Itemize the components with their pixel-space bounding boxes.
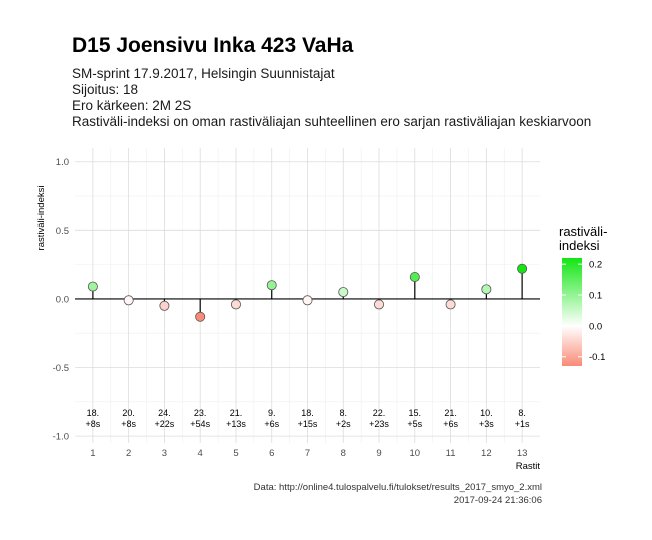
x-axis-title: Rastit: [516, 461, 541, 472]
y-tick-label: 1.0: [56, 157, 69, 168]
y-axis-title: rastiväli-indeksi: [36, 186, 47, 251]
y-tick-label: 0.0: [56, 294, 69, 305]
legend-title: rastiväli-indeksi: [559, 225, 629, 253]
point-label-time: +22s: [155, 419, 175, 429]
lollipop-point: [123, 295, 134, 306]
x-tick-label: 10: [410, 448, 421, 459]
x-tick-label: 12: [481, 448, 492, 459]
point-label-time: +1s: [515, 419, 530, 429]
lollipop-point: [87, 281, 98, 292]
subtitle-description: Rastiväli-indeksi on oman rastiväliajan …: [72, 114, 592, 129]
x-tick-label: 11: [446, 448, 456, 459]
point-label-time: +6s: [443, 419, 458, 429]
legend-tick-label: 0.2: [589, 260, 602, 271]
point-label-time: +2s: [336, 419, 351, 429]
x-tick-label: 5: [233, 448, 238, 459]
lollipop-point: [230, 299, 241, 310]
point-label-rank: 23.: [194, 408, 207, 418]
y-tick-label: -1.0: [53, 432, 69, 443]
point-label-time: +23s: [369, 419, 389, 429]
point-label-rank: 21.: [230, 408, 243, 418]
point-label-rank: 20.: [122, 408, 135, 418]
point-label-time: +6s: [264, 419, 279, 429]
legend-tick-label: 0.0: [589, 321, 602, 332]
x-tick-label: 6: [269, 448, 274, 459]
lollipop-point: [445, 299, 456, 310]
point-label-rank: 21.: [444, 408, 457, 418]
point-label-rank: 24.: [158, 408, 171, 418]
x-tick-label: 2: [126, 448, 131, 459]
lollipop-point: [338, 287, 349, 298]
subtitle-placement: Sijoitus: 18: [72, 82, 139, 97]
y-tick-label: -0.5: [53, 363, 69, 374]
point-label-time: +15s: [298, 419, 318, 429]
chart-title: D15 Joensivu Inka 423 VaHa: [72, 34, 354, 57]
legend-tick-label: -0.1: [589, 352, 605, 363]
legend-title-line: indeksi: [559, 238, 600, 253]
point-label-rank: 8.: [518, 408, 526, 418]
x-tick-label: 9: [376, 448, 381, 459]
caption-timestamp: 2017-09-24 21:36:06: [453, 495, 542, 506]
point-label-time: +13s: [226, 419, 246, 429]
lollipop-point: [159, 300, 170, 311]
point-label-time: +8s: [121, 419, 136, 429]
lollipop-point: [374, 299, 385, 310]
point-label-time: +3s: [479, 419, 494, 429]
point-label-rank: 18.: [87, 408, 100, 418]
y-tick-label: 0.5: [56, 226, 69, 237]
legend-colorbar: [562, 258, 582, 366]
x-tick-label: 4: [198, 448, 203, 459]
lollipop-point: [517, 263, 528, 274]
caption-source: Data: http://online4.tulospalvelu.fi/tul…: [253, 482, 542, 493]
point-label-time: +8s: [86, 419, 101, 429]
x-tick-label: 1: [90, 448, 95, 459]
subtitle-gap: Ero kärkeen: 2M 2S: [72, 98, 192, 113]
x-tick-label: 3: [162, 448, 167, 459]
subtitle-event: SM-sprint 17.9.2017, Helsingin Suunnista…: [72, 66, 335, 81]
point-label-rank: 22.: [373, 408, 386, 418]
point-label-rank: 15.: [409, 408, 422, 418]
point-label-time: +5s: [407, 419, 422, 429]
x-tick-label: 13: [517, 448, 528, 459]
legend-tick-label: 0.1: [589, 291, 602, 302]
lollipop-point: [409, 271, 420, 282]
x-tick-label: 8: [341, 448, 346, 459]
legend-title-line: rastiväli-: [559, 224, 608, 239]
point-label-rank: 9.: [268, 408, 276, 418]
lollipop-point: [195, 311, 206, 322]
point-label-time: +54s: [190, 419, 210, 429]
point-label-rank: 8.: [340, 408, 348, 418]
point-label-rank: 10.: [480, 408, 493, 418]
x-tick-label: 7: [305, 448, 310, 459]
lollipop-point: [481, 284, 492, 295]
lollipop-point: [302, 295, 313, 306]
lollipop-point: [266, 280, 277, 291]
point-label-rank: 18.: [301, 408, 314, 418]
